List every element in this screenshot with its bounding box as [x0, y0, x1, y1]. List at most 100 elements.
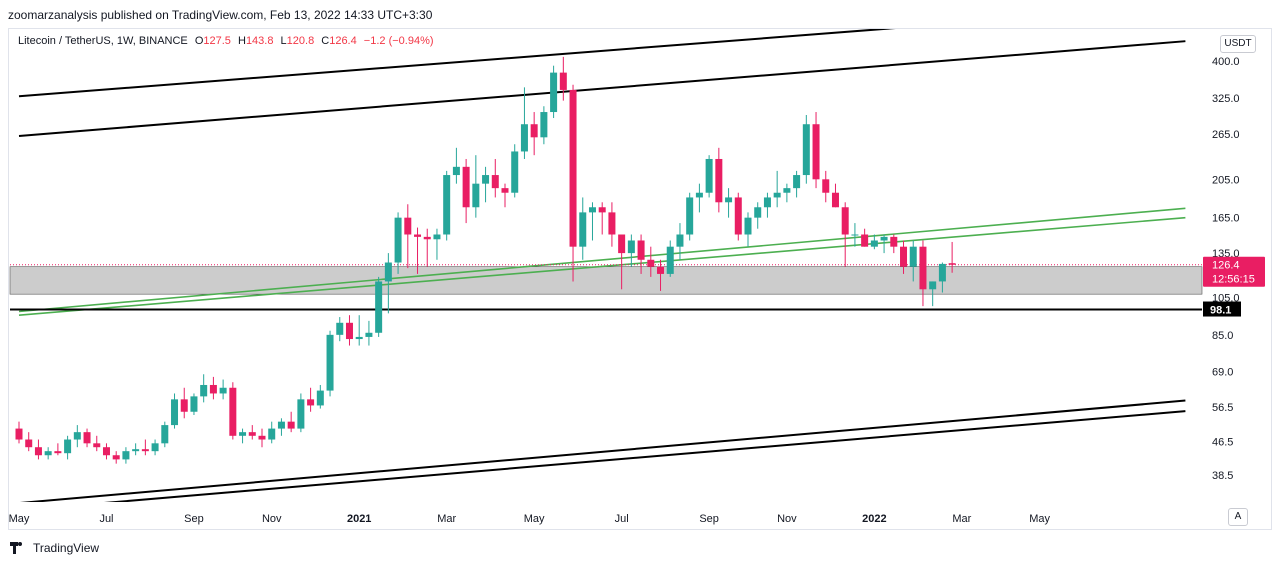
candle-body[interactable] — [540, 112, 548, 138]
candle-body[interactable] — [579, 212, 587, 247]
candle-body[interactable] — [258, 435, 266, 440]
candle-body[interactable] — [657, 266, 665, 274]
candle-body[interactable] — [102, 447, 110, 456]
candle-body[interactable] — [404, 217, 412, 235]
candle-body[interactable] — [394, 217, 402, 263]
candle-body[interactable] — [530, 124, 538, 138]
candle-body[interactable] — [443, 175, 451, 235]
candle-body[interactable] — [783, 188, 791, 193]
candle-body[interactable] — [880, 236, 888, 241]
candle-body[interactable] — [307, 399, 315, 406]
candle-body[interactable] — [414, 234, 422, 237]
candle-body[interactable] — [433, 234, 441, 240]
candle-body[interactable] — [948, 263, 956, 265]
candle-body[interactable] — [890, 236, 898, 247]
candle-body[interactable] — [841, 207, 849, 235]
candle-body[interactable] — [355, 336, 363, 340]
candle-body[interactable] — [734, 197, 742, 235]
candle-body[interactable] — [345, 322, 353, 340]
candle-body[interactable] — [472, 183, 480, 208]
candle-body[interactable] — [190, 396, 198, 412]
candle-body[interactable] — [608, 212, 616, 235]
candle-body[interactable] — [618, 234, 626, 254]
trend-line-top[interactable] — [18, 207, 1186, 313]
candle-body[interactable] — [219, 387, 227, 394]
candle-body[interactable] — [171, 399, 179, 426]
symbol-name[interactable]: Litecoin / TetherUS, 1W, BINANCE — [18, 35, 188, 47]
candle-body[interactable] — [637, 240, 645, 260]
candle-body[interactable] — [520, 124, 528, 152]
candle-body[interactable] — [598, 207, 606, 213]
candle-body[interactable] — [268, 428, 276, 440]
candle-body[interactable] — [316, 390, 324, 406]
candle-body[interactable] — [822, 179, 830, 193]
candle-body[interactable] — [25, 439, 33, 448]
candle-body[interactable] — [365, 332, 373, 337]
candle-body[interactable] — [248, 432, 256, 436]
candle-body[interactable] — [209, 384, 217, 394]
candle-body[interactable] — [452, 166, 460, 176]
candle-body[interactable] — [132, 449, 140, 452]
candle-body[interactable] — [715, 158, 723, 203]
candle-body[interactable] — [929, 281, 937, 290]
candle-body[interactable] — [802, 124, 810, 176]
candle-body[interactable] — [627, 240, 635, 254]
candle-body[interactable] — [375, 281, 383, 333]
candle-body[interactable] — [666, 246, 674, 274]
candle-body[interactable] — [122, 451, 130, 460]
candle-body[interactable] — [861, 234, 869, 247]
candle-body[interactable] — [54, 451, 62, 454]
candle-body[interactable] — [695, 192, 703, 198]
candle-body[interactable] — [909, 246, 917, 267]
candle-body[interactable] — [93, 443, 101, 448]
candle-body[interactable] — [336, 322, 344, 335]
candle-body[interactable] — [501, 188, 509, 193]
candle-body[interactable] — [64, 439, 72, 454]
candle-body[interactable] — [763, 197, 771, 208]
candle-body[interactable] — [705, 158, 713, 193]
candle-body[interactable] — [647, 259, 655, 267]
candle-body[interactable] — [569, 89, 577, 247]
trend-line-bottom[interactable] — [18, 216, 1186, 316]
candle-body[interactable] — [793, 175, 801, 189]
candle-body[interactable] — [588, 207, 596, 213]
candle-body[interactable] — [44, 451, 52, 456]
lower-channel-bottom[interactable] — [19, 410, 1186, 510]
candle-body[interactable] — [34, 447, 42, 456]
candle-body[interactable] — [287, 421, 295, 429]
candle-body[interactable] — [550, 72, 558, 113]
candle-body[interactable] — [112, 455, 120, 460]
candle-body[interactable] — [141, 449, 149, 452]
candle-body[interactable] — [773, 192, 781, 198]
candle-body[interactable] — [491, 175, 499, 189]
candle-body[interactable] — [754, 207, 762, 218]
candle-body[interactable] — [831, 192, 839, 208]
candle-body[interactable] — [423, 236, 431, 240]
lower-channel-top[interactable] — [19, 399, 1186, 504]
candle-body[interactable] — [870, 240, 878, 247]
candle-body[interactable] — [511, 151, 519, 193]
candle-body[interactable] — [482, 175, 490, 184]
candle-body[interactable] — [686, 197, 694, 235]
candle-body[interactable] — [559, 72, 567, 90]
auto-scale-button[interactable]: A — [1228, 508, 1248, 526]
candle-body[interactable] — [297, 399, 305, 429]
candle-body[interactable] — [151, 443, 159, 452]
candle-body[interactable] — [229, 387, 237, 436]
upper-channel-top[interactable] — [18, 11, 1108, 98]
candle-body[interactable] — [725, 197, 733, 203]
candle-body[interactable] — [15, 428, 23, 440]
candle-body[interactable] — [384, 262, 392, 282]
candle-body[interactable] — [851, 234, 859, 236]
currency-button[interactable]: USDT — [1220, 35, 1256, 53]
candle-body[interactable] — [277, 421, 285, 429]
candle-body[interactable] — [462, 166, 470, 208]
candle-body[interactable] — [676, 234, 684, 247]
candle-body[interactable] — [161, 425, 169, 444]
candle-body[interactable] — [812, 124, 820, 180]
candle-body[interactable] — [326, 334, 334, 391]
candle-body[interactable] — [919, 246, 927, 290]
candle-body[interactable] — [900, 246, 908, 267]
candle-body[interactable] — [180, 399, 188, 412]
